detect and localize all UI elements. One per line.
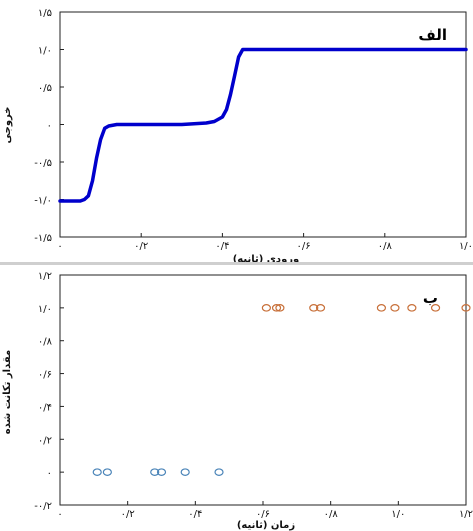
x-tick-label: ۰/۶: [297, 241, 311, 252]
y-tick-label: -۰/۲: [34, 501, 52, 512]
y-tick-label: ۰/۶: [38, 370, 52, 381]
panel-separator: [0, 262, 473, 265]
panel-a-plot: [58, 47, 468, 203]
data-point: [214, 468, 224, 476]
y-tick-label: ۰: [47, 121, 52, 132]
data-point: [390, 304, 400, 312]
y-tick-label: ۰/۸: [38, 337, 53, 348]
x-tick-label: ۰/۸: [378, 241, 393, 252]
y-tick-label: ۰/۲: [38, 435, 52, 446]
y-tick-label: ۱/۵: [38, 8, 52, 19]
data-point: [461, 304, 471, 312]
panel-a-ylabel: خروجی: [2, 107, 13, 144]
x-tick-label: ۱/۰: [391, 509, 405, 520]
series-line: [58, 47, 468, 203]
data-point: [407, 304, 417, 312]
y-tick-label: ۱/۲: [38, 271, 52, 282]
data-point: [376, 304, 387, 312]
x-tick-label: ۱/۲: [459, 509, 473, 520]
x-tick-label: ۰/۲: [134, 241, 148, 252]
panel-b-xlabel: زمان (ثانیه): [237, 520, 296, 531]
y-tick-label: ۱/۰: [38, 46, 52, 57]
panel-a-ticks: ۰ ۰/۲ ۰/۴ ۰/۶ ۰/۸ ۱/۰ ۱/۵ ۱/۰ ۰/۵ ۰ -۰/۵ -۱/۰ -۱/۵: [34, 8, 473, 252]
data-point: [271, 304, 282, 312]
data-point: [150, 468, 160, 476]
data-point: [180, 468, 190, 476]
x-tick-label: ۰/۴: [215, 241, 229, 252]
data-point: [92, 468, 102, 476]
x-tick-label: ۰/۸: [324, 509, 339, 520]
data-point: [309, 304, 319, 312]
y-tick-label: -۰/۵: [34, 158, 52, 169]
x-tick-label: ۰/۲: [121, 509, 135, 520]
y-tick-label: -۱/۰: [34, 196, 52, 207]
y-tick-label: ۰/۵: [38, 83, 52, 94]
y-tick-label: ۰/۴: [38, 402, 52, 413]
panel-b-ylabel: مقدار تکانت شده: [2, 350, 13, 435]
x-tick-label: ۱/۰: [459, 241, 473, 252]
y-tick-label: ۱/۰: [38, 304, 52, 315]
data-point: [156, 468, 167, 476]
panel-b-tag: ب: [423, 289, 438, 307]
panel-a-tag: الف: [418, 26, 447, 44]
x-tick-label: ۰/۶: [256, 509, 270, 520]
y-tick-label: -۱/۵: [34, 233, 52, 244]
y-tick-label: ۰: [47, 468, 52, 479]
x-tick-label: ۰/۴: [188, 509, 202, 520]
x-tick-label: ۰: [57, 509, 62, 520]
data-point: [275, 304, 285, 312]
data-point: [261, 304, 271, 312]
x-tick-label: ۰: [57, 241, 62, 252]
data-point: [102, 468, 112, 476]
data-point: [315, 304, 326, 312]
data-point: [430, 304, 441, 312]
panel-b-plot: [92, 304, 471, 476]
panel-b-ticks: ۰ ۰/۲ ۰/۴ ۰/۶ ۰/۸ ۱/۰ ۱/۲ ۱/۲ ۱/۰ ۰/۸ ۰/۶ ۰/۴ ۰/۲ ۰ -۰…: [34, 271, 473, 520]
panel-a-xlabel: ورودی (ثانیه): [233, 254, 300, 265]
